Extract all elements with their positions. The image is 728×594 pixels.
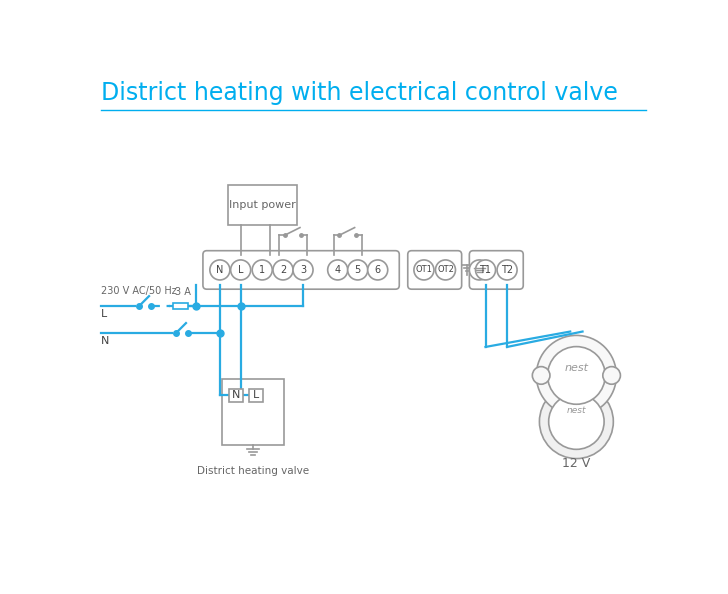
- Circle shape: [497, 260, 517, 280]
- Text: 4: 4: [335, 265, 341, 275]
- Text: L: L: [100, 309, 107, 319]
- Text: 3 A: 3 A: [175, 287, 191, 298]
- Text: 12 V: 12 V: [562, 457, 590, 470]
- Text: District heating with electrical control valve: District heating with electrical control…: [100, 81, 617, 105]
- Text: T2: T2: [501, 265, 513, 275]
- Circle shape: [328, 260, 348, 280]
- Text: T1: T1: [480, 265, 491, 275]
- Circle shape: [252, 260, 272, 280]
- Text: N: N: [232, 390, 240, 400]
- Circle shape: [435, 260, 456, 280]
- Circle shape: [547, 347, 605, 405]
- Text: 2: 2: [280, 265, 286, 275]
- FancyBboxPatch shape: [222, 380, 284, 445]
- Text: Input power: Input power: [229, 200, 296, 210]
- Text: nest: nest: [566, 406, 586, 415]
- Circle shape: [368, 260, 388, 280]
- Text: L: L: [238, 265, 243, 275]
- Text: N: N: [216, 265, 223, 275]
- Circle shape: [532, 366, 550, 384]
- FancyBboxPatch shape: [249, 388, 263, 402]
- FancyBboxPatch shape: [203, 251, 399, 289]
- Circle shape: [210, 260, 230, 280]
- Text: nest: nest: [564, 363, 588, 372]
- Circle shape: [539, 385, 614, 459]
- FancyBboxPatch shape: [228, 185, 297, 225]
- Text: N: N: [100, 336, 109, 346]
- Circle shape: [603, 366, 620, 384]
- Circle shape: [273, 260, 293, 280]
- FancyBboxPatch shape: [229, 388, 243, 402]
- Circle shape: [537, 336, 617, 415]
- Text: 5: 5: [355, 265, 361, 275]
- Circle shape: [293, 260, 313, 280]
- Text: OT2: OT2: [437, 266, 454, 274]
- Circle shape: [549, 394, 604, 449]
- Text: 230 V AC/50 Hz: 230 V AC/50 Hz: [100, 286, 176, 296]
- FancyBboxPatch shape: [470, 251, 523, 289]
- Text: 6: 6: [375, 265, 381, 275]
- Text: District heating valve: District heating valve: [197, 466, 309, 476]
- Text: 3: 3: [300, 265, 306, 275]
- Circle shape: [475, 260, 496, 280]
- Text: OT1: OT1: [416, 266, 432, 274]
- FancyBboxPatch shape: [173, 303, 189, 309]
- Circle shape: [470, 260, 489, 280]
- Text: 1: 1: [259, 265, 265, 275]
- Circle shape: [414, 260, 434, 280]
- Circle shape: [348, 260, 368, 280]
- Circle shape: [231, 260, 250, 280]
- FancyBboxPatch shape: [408, 251, 462, 289]
- Text: L: L: [253, 390, 259, 400]
